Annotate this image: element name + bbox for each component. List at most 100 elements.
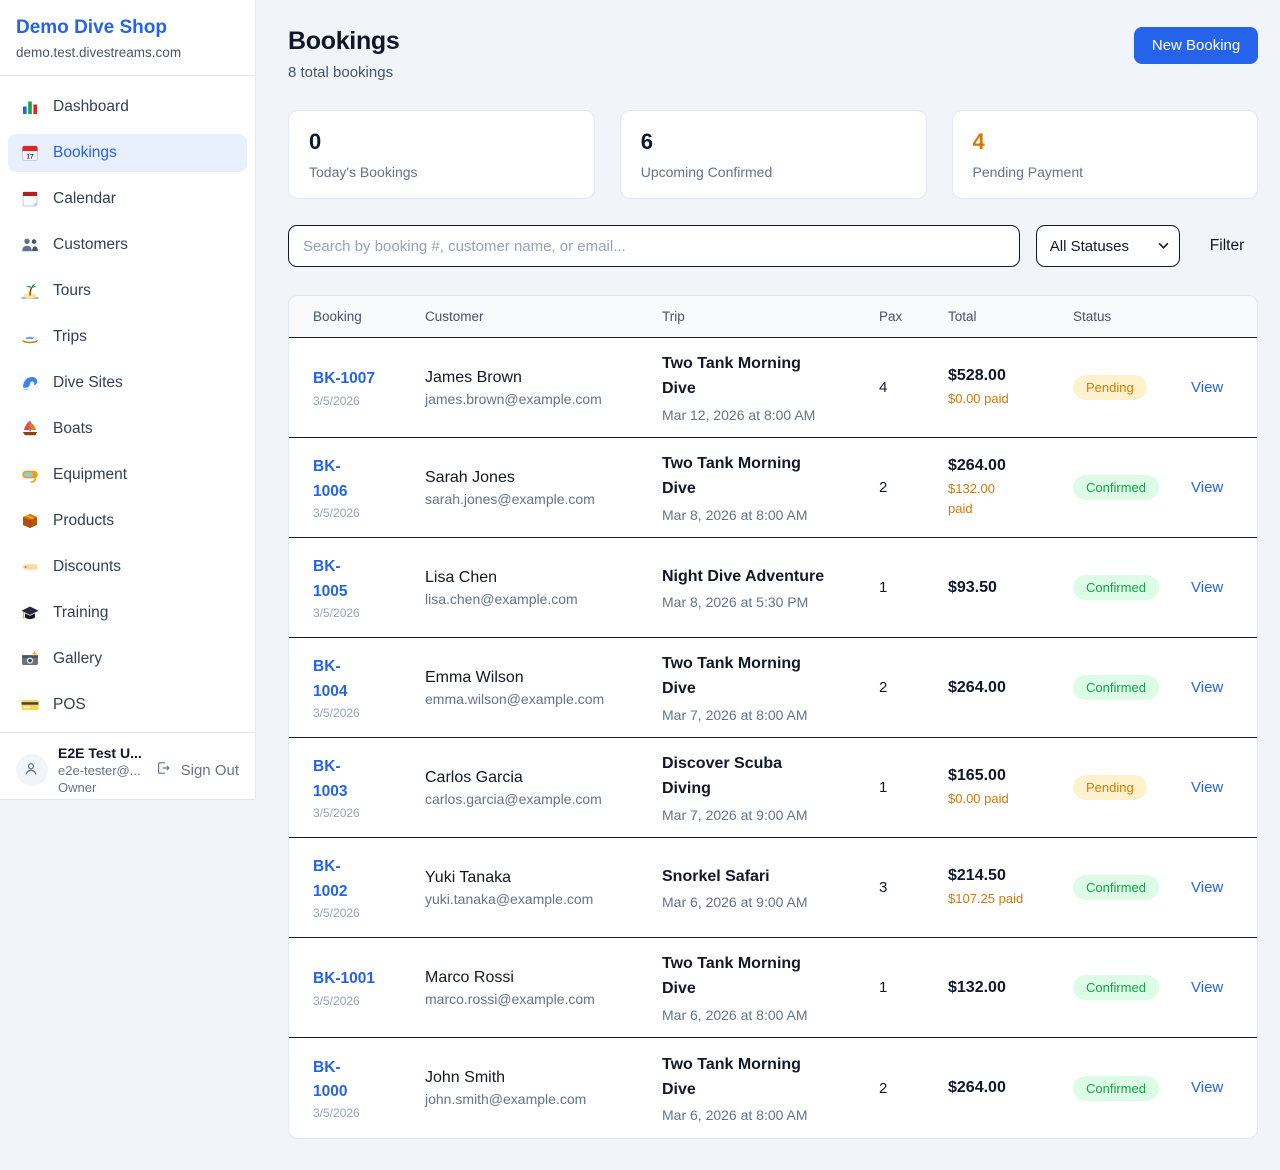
sidebar-item-training[interactable]: Training	[8, 594, 247, 632]
sidebar-item-pos[interactable]: POS	[8, 686, 247, 724]
wave-icon	[20, 373, 40, 393]
total-amount: $214.50	[948, 866, 1006, 884]
user-section: E2E Test U... e2e-tester@... Owner Sign …	[0, 732, 255, 809]
view-link[interactable]: View	[1191, 578, 1224, 596]
view-link[interactable]: View	[1191, 478, 1224, 496]
total-cell: $165.00 $0.00 paid	[948, 753, 1073, 823]
page-header: Bookings 8 total bookings New Booking	[288, 27, 1259, 81]
booking-number-link[interactable]: BK- 1002	[313, 858, 348, 900]
trip-name: Two Tank Morning Dive	[662, 955, 801, 997]
view-link[interactable]: View	[1191, 678, 1224, 696]
sidebar-item-dashboard[interactable]: Dashboard	[8, 88, 247, 126]
status-cell: Pending	[1073, 761, 1191, 814]
people-icon	[20, 235, 40, 255]
status-filter-select[interactable]: All Statuses	[1035, 225, 1180, 267]
status-badge: Confirmed	[1073, 875, 1159, 900]
sign-out-button[interactable]: Sign Out	[155, 760, 239, 780]
trip-name: Two Tank Morning Dive	[662, 655, 801, 697]
customer-name: Sarah Jones	[425, 468, 515, 486]
brand-name[interactable]: Demo Dive Shop	[16, 17, 167, 38]
view-link[interactable]: View	[1191, 378, 1224, 396]
customer-cell: James Brown james.brown@example.com	[425, 355, 662, 421]
sidebar-item-equipment[interactable]: Equipment	[8, 456, 247, 494]
booking-number-link[interactable]: BK- 1003	[313, 758, 348, 800]
trip-cell: Two Tank Morning Dive Mar 6, 2026 at 8:0…	[662, 1039, 879, 1138]
total-cell: $264.00	[948, 1065, 1073, 1111]
total-cell: $528.00 $0.00 paid	[948, 353, 1073, 423]
new-booking-button[interactable]: New Booking	[1133, 27, 1259, 64]
view-cell: View	[1191, 665, 1233, 711]
stat-label: Pending Payment	[972, 164, 1084, 180]
sidebar-item-label: Customers	[53, 236, 128, 253]
page-subtitle: 8 total bookings	[288, 64, 394, 81]
customer-name: James Brown	[425, 368, 522, 386]
status-filter: All Statuses	[1035, 225, 1180, 267]
sidebar-item-label: Bookings	[53, 144, 117, 161]
customer-email: marco.rossi@example.com	[425, 990, 595, 1007]
customer-name: Emma Wilson	[425, 668, 524, 686]
search-input[interactable]	[288, 225, 1020, 267]
customer-name: Yuki Tanaka	[425, 868, 511, 886]
view-link[interactable]: View	[1191, 978, 1224, 996]
sidebar-item-calendar[interactable]: Calendar	[8, 180, 247, 218]
total-amount: $264.00	[948, 678, 1006, 696]
column-header: Customer	[425, 309, 484, 324]
booking-number-link[interactable]: BK- 1004	[313, 658, 348, 700]
trip-cell: Night Dive Adventure Mar 8, 2026 at 5:30…	[662, 551, 879, 625]
sidebar-item-tours[interactable]: Tours	[8, 272, 247, 310]
pax-cell: 1	[879, 779, 888, 796]
sidebar-item-label: POS	[53, 696, 86, 713]
sidebar-item-gallery[interactable]: Gallery	[8, 640, 247, 678]
total-amount: $528.00	[948, 366, 1006, 384]
trip-name: Snorkel Safari	[662, 867, 770, 885]
sidebar-item-trips[interactable]: Trips	[8, 318, 247, 356]
pax-cell: 1	[879, 979, 888, 996]
view-link[interactable]: View	[1191, 778, 1224, 796]
sidebar-item-products[interactable]: Products	[8, 502, 247, 540]
status-cell: Confirmed	[1073, 461, 1191, 514]
sidebar-item-discounts[interactable]: Discounts	[8, 548, 247, 586]
camera-icon	[20, 649, 40, 669]
speedboat-icon	[20, 327, 40, 347]
column-header: Trip	[662, 309, 685, 324]
sidebar-item-customers[interactable]: Customers	[8, 226, 247, 264]
booking-number-link[interactable]: BK- 1005	[313, 558, 348, 600]
paid-amount: $132.00 paid	[948, 481, 995, 516]
booking-cell: BK- 1004 3/5/2026	[313, 641, 425, 733]
trip-cell: Snorkel Safari Mar 6, 2026 at 9:00 AM	[662, 851, 879, 925]
sidebar-item-boats[interactable]: Boats	[8, 410, 247, 448]
trip-datetime: Mar 8, 2026 at 5:30 PM	[662, 594, 809, 611]
customer-cell: Sarah Jones sarah.jones@example.com	[425, 455, 662, 521]
booking-number-link[interactable]: BK-1001	[313, 970, 376, 988]
booking-date: 3/5/2026	[313, 505, 360, 520]
booking-number-link[interactable]: BK- 1006	[313, 458, 348, 500]
filter-button[interactable]: Filter	[1196, 237, 1258, 255]
sidebar: Demo Dive Shop demo.test.divestreams.com…	[0, 0, 256, 800]
booking-number-link[interactable]: BK- 1000	[313, 1058, 348, 1100]
sidebar-item-dive-sites[interactable]: Dive Sites	[8, 364, 247, 402]
sidebar-item-label: Equipment	[53, 466, 128, 483]
sidebar-item-bookings[interactable]: 17 Bookings	[8, 134, 247, 172]
status-badge: Confirmed	[1073, 575, 1159, 600]
person-icon	[22, 760, 42, 780]
customer-cell: Lisa Chen lisa.chen@example.com	[425, 555, 662, 621]
filter-controls: All Statuses Filter	[288, 225, 1258, 267]
customer-email: sarah.jones@example.com	[425, 490, 595, 507]
status-cell: Confirmed	[1073, 861, 1191, 914]
booking-date: 3/5/2026	[313, 605, 360, 620]
sidebar-item-label: Trips	[53, 328, 87, 345]
view-link[interactable]: View	[1191, 1079, 1224, 1096]
sidebar-item-label: Calendar	[53, 190, 116, 207]
trip-name: Discover Scuba Diving	[662, 755, 783, 797]
table-row: BK- 1005 3/5/2026 Lisa Chen lisa.chen@ex…	[289, 538, 1258, 638]
sidebar-item-label: Dive Sites	[53, 374, 123, 391]
view-link[interactable]: View	[1191, 878, 1224, 896]
status-badge: Confirmed	[1073, 975, 1159, 1000]
page-title: Bookings	[288, 27, 400, 55]
total-cell: $264.00 $132.00 paid	[948, 443, 1073, 532]
booking-number-link[interactable]: BK-1007	[313, 370, 376, 388]
booking-cell: BK-1001 3/5/2026	[313, 953, 425, 1021]
table-row: BK-1001 3/5/2026 Marco Rossi marco.rossi…	[289, 938, 1258, 1038]
dive-mask-icon	[20, 465, 40, 485]
total-amount: $264.00	[948, 457, 1006, 474]
